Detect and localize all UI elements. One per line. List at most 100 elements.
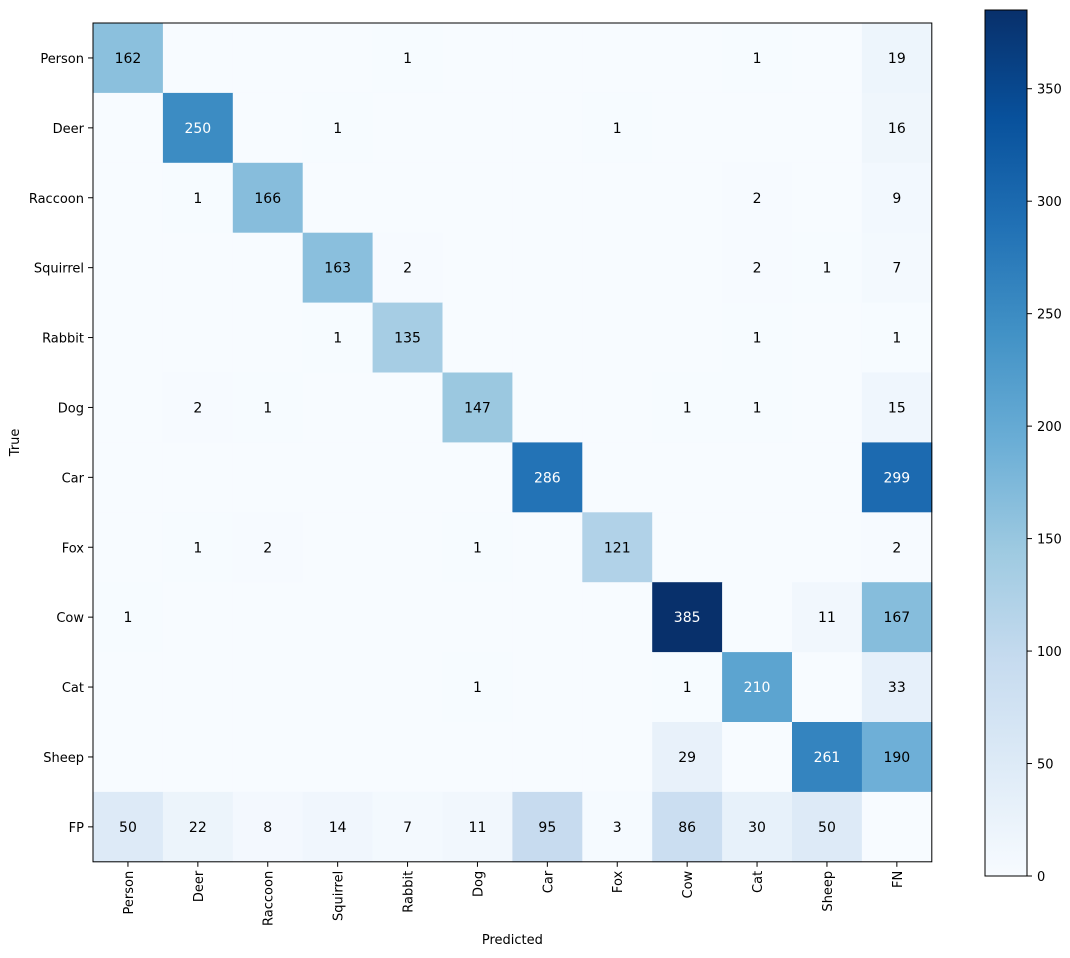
x-tick-label-11: FN [891, 871, 906, 888]
heatmap-cell-r10-c6 [512, 722, 583, 793]
cell-value-r7-c5: 1 [473, 540, 482, 556]
colorbar-tick-label-3: 150 [1037, 533, 1062, 548]
heatmap-cell-r10-c7 [582, 722, 653, 793]
heatmap-cell-r9-c4 [372, 652, 443, 723]
cell-value-r7-c1: 1 [193, 540, 202, 556]
colorbar-tick-label-7: 350 [1037, 83, 1062, 98]
heatmap-cell-r4-c8 [652, 302, 723, 373]
cell-value-r4-c9: 1 [753, 331, 762, 347]
cell-value-r2-c11: 9 [892, 191, 901, 207]
cell-value-r3-c9: 2 [753, 261, 762, 277]
heatmap-cell-r10-c4 [372, 722, 443, 793]
heatmap-cell-r10-c1 [162, 722, 234, 793]
cell-value-r5-c1: 2 [193, 400, 202, 416]
cell-value-r11-c1: 22 [189, 820, 207, 836]
heatmap-cell-r7-c1 [162, 512, 234, 583]
cell-value-r11-c6: 95 [538, 820, 556, 836]
cell-value-r0-c4: 1 [403, 51, 412, 67]
cell-value-r4-c4: 135 [394, 331, 421, 347]
cell-value-r11-c4: 7 [403, 820, 412, 836]
heatmap-cell-r9-c1 [162, 652, 234, 723]
heatmap-cell-r3-c1 [162, 232, 234, 304]
x-tick-label-6: Car [541, 870, 556, 893]
heatmap-cell-r0-c5 [442, 23, 513, 94]
heatmap-cell-r2-c7 [582, 162, 653, 234]
heatmap-cell-r9-c9 [722, 652, 793, 723]
cell-value-r1-c7: 1 [613, 121, 622, 137]
heatmap-cell-r0-c9 [722, 23, 793, 94]
heatmap-cell-r5-c4 [372, 372, 443, 443]
heatmap-cell-r2-c11 [861, 162, 933, 234]
heatmap-cell-r7-c0 [93, 512, 164, 583]
heatmap-cell-r5-c1 [162, 372, 234, 443]
heatmap-cell-r5-c11 [861, 372, 933, 443]
colorbar-tick-label-4: 200 [1037, 420, 1062, 435]
heatmap-cells [93, 23, 933, 863]
heatmap-cell-r3-c2 [232, 232, 304, 304]
plot-frame [92, 22, 933, 863]
cell-value-r7-c11: 2 [892, 540, 901, 556]
colorbar-tick-label-0: 0 [1037, 870, 1045, 885]
x-tick-label-3: Squirrel [332, 871, 347, 921]
cell-value-r0-c0: 162 [115, 51, 142, 67]
heatmap-cell-r1-c3 [302, 92, 374, 164]
heatmap-cell-r5-c8 [652, 372, 723, 443]
heatmap-cell-r5-c9 [722, 372, 793, 443]
heatmap-cell-r8-c4 [372, 582, 443, 653]
heatmap-cell-r4-c4 [372, 302, 443, 373]
colorbar-tick-label-1: 50 [1037, 758, 1054, 773]
heatmap-cell-r1-c4 [372, 92, 443, 164]
heatmap-cell-r4-c1 [162, 302, 234, 373]
cell-value-r1-c11: 16 [888, 121, 906, 137]
cell-value-r11-c0: 50 [119, 820, 137, 836]
cell-value-r10-c10: 261 [814, 750, 841, 766]
heatmap-cell-r7-c3 [302, 512, 374, 583]
heatmap-cell-r9-c6 [512, 652, 583, 723]
x-tick-label-8: Cow [681, 870, 696, 898]
cell-value-r9-c11: 33 [888, 680, 906, 696]
cell-value-r3-c10: 1 [822, 261, 831, 277]
heatmap-cell-r0-c11 [861, 23, 933, 94]
heatmap-cell-r8-c0 [93, 582, 164, 653]
heatmap-cell-r2-c2 [232, 162, 304, 234]
heatmap-cell-r9-c7 [582, 652, 653, 723]
cell-value-r6-c11: 299 [883, 470, 910, 486]
heatmap-cell-r8-c10 [792, 582, 863, 653]
cell-value-r5-c2: 1 [263, 400, 272, 416]
cell-value-r11-c8: 86 [678, 820, 696, 836]
cell-value-r8-c11: 167 [883, 610, 910, 626]
colorbar [984, 9, 1028, 877]
heatmap-cell-r5-c6 [512, 372, 583, 443]
cell-value-r11-c5: 11 [469, 820, 487, 836]
heatmap-cell-r7-c11 [861, 512, 933, 583]
heatmap-cell-r5-c10 [792, 372, 863, 443]
heatmap-cell-r0-c3 [302, 23, 374, 94]
heatmap-cell-r8-c3 [302, 582, 374, 653]
y-tick-label-0: Person [40, 52, 84, 67]
heatmap-cell-r2-c1 [162, 162, 234, 234]
cell-value-r4-c3: 1 [333, 331, 342, 347]
heatmap-cell-r4-c9 [722, 302, 793, 373]
heatmap-cell-r2-c4 [372, 162, 443, 234]
y-tick-label-2: Raccoon [29, 192, 84, 207]
heatmap-cell-r10-c0 [93, 722, 164, 793]
heatmap-cell-r7-c4 [372, 512, 443, 583]
heatmap-cell-r10-c8 [652, 722, 723, 793]
heatmap-cell-r0-c4 [372, 23, 443, 94]
heatmap-cell-r11-c8 [652, 791, 723, 863]
heatmap-cell-r2-c3 [302, 162, 374, 234]
y-axis-title: True [8, 429, 23, 458]
heatmap-cell-r4-c6 [512, 302, 583, 373]
heatmap-cell-r8-c7 [582, 582, 653, 653]
cell-value-r9-c5: 1 [473, 680, 482, 696]
heatmap-cell-r7-c2 [232, 512, 304, 583]
heatmap-cell-r4-c10 [792, 302, 863, 373]
heatmap-cell-r4-c7 [582, 302, 653, 373]
cell-value-r5-c8: 1 [683, 400, 692, 416]
heatmap-cell-r6-c11 [861, 442, 933, 513]
cell-value-r1-c1: 250 [184, 121, 211, 137]
heatmap-cell-r2-c10 [792, 162, 863, 234]
heatmap-cell-r3-c3 [302, 232, 374, 304]
heatmap-cell-r7-c9 [722, 512, 793, 583]
